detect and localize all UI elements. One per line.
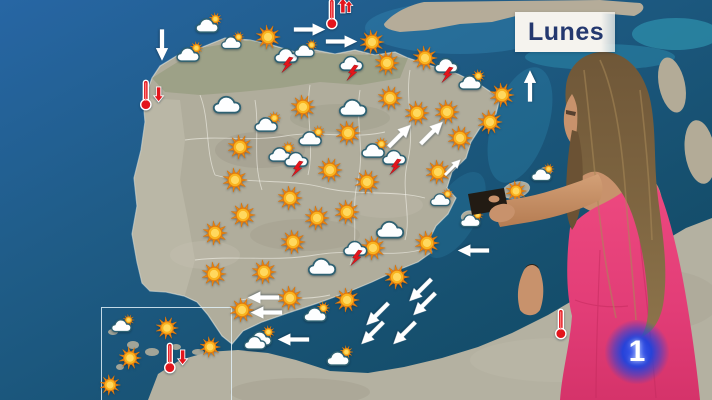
arrow-icon bbox=[522, 68, 539, 102]
storm-icon bbox=[340, 240, 372, 266]
suncloud-icon bbox=[292, 38, 320, 59]
corsica-sardinia bbox=[658, 57, 712, 184]
suncloud-icon bbox=[109, 313, 137, 334]
suncloud-icon bbox=[529, 162, 557, 183]
sun-icon bbox=[251, 259, 277, 285]
sun-icon bbox=[118, 346, 142, 370]
sun-icon bbox=[317, 157, 343, 183]
channel-1-logo-text: 1 bbox=[628, 335, 646, 368]
thermo-icon bbox=[161, 342, 191, 374]
storm-icon bbox=[336, 55, 368, 81]
cloud-icon bbox=[338, 98, 368, 117]
sun-icon bbox=[99, 374, 121, 396]
suncloud-icon bbox=[296, 124, 328, 148]
day-label: Lunes bbox=[528, 17, 605, 46]
sun-icon bbox=[277, 185, 303, 211]
arrow-icon bbox=[354, 315, 390, 351]
arrow-icon bbox=[414, 114, 450, 150]
sun-icon bbox=[359, 29, 385, 55]
sun-icon bbox=[414, 230, 440, 256]
suncloud-icon bbox=[324, 344, 356, 368]
sun-icon bbox=[354, 169, 380, 195]
arrow-icon bbox=[386, 315, 422, 351]
suncloud-icon bbox=[428, 187, 456, 208]
day-label-box: Lunes bbox=[515, 12, 615, 52]
sun-icon bbox=[384, 264, 410, 290]
sun-icon bbox=[290, 94, 316, 120]
cloud-icon bbox=[307, 257, 337, 276]
presenter-hand bbox=[489, 203, 515, 223]
thermo-icon bbox=[323, 0, 354, 30]
sun-icon bbox=[334, 287, 360, 313]
sun-icon bbox=[304, 205, 330, 231]
sun-icon bbox=[377, 85, 403, 111]
sun-icon bbox=[477, 109, 503, 135]
arrow-icon bbox=[440, 154, 465, 179]
storm-icon bbox=[281, 151, 313, 177]
sun-icon bbox=[489, 82, 515, 108]
suncloud-icon bbox=[301, 300, 333, 324]
sun-icon bbox=[334, 199, 360, 225]
cloud-icon bbox=[375, 220, 405, 239]
cloud-icon bbox=[243, 335, 267, 351]
sun-icon bbox=[425, 159, 451, 185]
sun-icon bbox=[434, 99, 460, 125]
arrow-icon bbox=[249, 304, 283, 321]
arrow-icon bbox=[154, 28, 171, 62]
sun-icon bbox=[374, 50, 400, 76]
sun-icon bbox=[277, 285, 303, 311]
presenter-right-hand bbox=[517, 264, 544, 316]
sun-icon bbox=[201, 261, 227, 287]
storm-icon bbox=[431, 57, 463, 83]
arrow-icon bbox=[276, 331, 310, 348]
arrow-icon bbox=[325, 33, 359, 50]
sun-icon bbox=[230, 202, 256, 228]
thermo-icon bbox=[552, 308, 582, 340]
canary-islands bbox=[108, 329, 204, 370]
suncloud-icon bbox=[252, 110, 284, 134]
suncloud-icon bbox=[174, 40, 206, 64]
arrow-icon bbox=[456, 242, 490, 259]
sun-icon bbox=[447, 125, 473, 151]
arrow-icon bbox=[402, 272, 438, 308]
suncloud-icon bbox=[456, 68, 488, 92]
sun-icon bbox=[155, 316, 179, 340]
sun-icon bbox=[222, 167, 248, 193]
sun-icon bbox=[280, 229, 306, 255]
sun-icon bbox=[227, 134, 253, 160]
arrow-icon bbox=[293, 21, 327, 38]
sun-icon bbox=[199, 336, 221, 358]
sun-icon bbox=[255, 24, 281, 50]
arrow-icon bbox=[382, 117, 418, 153]
sun-icon bbox=[360, 235, 386, 261]
sun-icon bbox=[505, 180, 527, 202]
presenter-arm bbox=[497, 174, 603, 227]
storm-icon bbox=[379, 149, 411, 175]
suncloud-icon bbox=[359, 136, 391, 160]
suncloud-icon bbox=[193, 11, 225, 35]
storm-icon bbox=[271, 47, 303, 73]
arrow-icon bbox=[359, 296, 395, 332]
arrow-icon bbox=[406, 286, 442, 322]
thermo-icon bbox=[137, 79, 167, 111]
sun-icon bbox=[335, 120, 361, 146]
sun-icon bbox=[404, 100, 430, 126]
sun-icon bbox=[202, 220, 228, 246]
suncloud-icon bbox=[219, 30, 247, 51]
arrow-icon bbox=[246, 289, 280, 306]
sun-icon bbox=[229, 297, 255, 323]
cloud-icon bbox=[212, 95, 242, 114]
channel-1-logo: 1 bbox=[605, 320, 669, 384]
france-land bbox=[384, 0, 644, 32]
sun-icon bbox=[412, 45, 438, 71]
